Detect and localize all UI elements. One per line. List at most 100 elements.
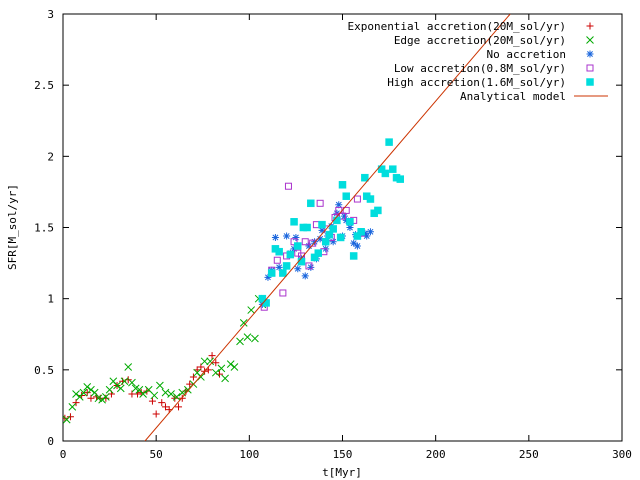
- data-point: [305, 242, 313, 250]
- star-mark: [586, 50, 594, 58]
- filled-square-mark: [267, 269, 276, 277]
- legend-label: No accretion: [487, 48, 566, 61]
- open-square-mark: [586, 64, 594, 72]
- data-point: [311, 238, 319, 246]
- data-point: [197, 373, 205, 381]
- star-mark: [305, 242, 313, 250]
- data-point: [333, 216, 341, 225]
- plus-mark: [175, 403, 183, 411]
- open-square-mark: [273, 256, 281, 264]
- filled-square-mark: [342, 192, 350, 200]
- data-point: [124, 363, 133, 371]
- data-point: [353, 195, 361, 203]
- cross-mark: [63, 415, 71, 424]
- cross-mark: [116, 384, 125, 393]
- filled-square-mark: [336, 233, 345, 242]
- filled-square-mark: [381, 169, 390, 178]
- data-point: [290, 218, 298, 226]
- legend-item: Edge accretion(20M_sol/yr): [394, 34, 594, 47]
- open-square-mark: [305, 262, 313, 270]
- cross-mark: [150, 391, 159, 400]
- y-tick-label: 0.5: [34, 364, 54, 377]
- cross-mark: [226, 360, 235, 368]
- data-point: [189, 373, 197, 381]
- data-point: [116, 384, 125, 393]
- cross-mark: [87, 385, 95, 394]
- cross-mark: [172, 393, 181, 401]
- legend-label: High accretion(1.6M_sol/yr): [387, 76, 566, 89]
- plus-mark: [161, 403, 169, 411]
- y-tick-label: 2.5: [34, 79, 54, 92]
- data-point: [303, 223, 311, 232]
- plus-mark: [152, 410, 160, 418]
- data-point: [226, 360, 235, 368]
- data-point: [172, 393, 181, 401]
- plus-mark: [197, 363, 205, 371]
- x-tick-label: 0: [60, 448, 67, 461]
- data-point: [197, 363, 205, 371]
- cross-mark: [72, 390, 80, 398]
- cross-mark: [211, 368, 220, 377]
- data-point: [267, 269, 276, 277]
- filled-square-mark: [282, 262, 291, 270]
- filled-square-mark: [338, 181, 347, 189]
- data-point: [346, 218, 354, 226]
- star-mark: [283, 232, 291, 240]
- data-point: [152, 410, 160, 418]
- filled-square-mark: [361, 173, 369, 182]
- y-tick-label: 3: [47, 8, 54, 21]
- legend-marker: [586, 64, 594, 72]
- data-point: [200, 357, 209, 366]
- plus-mark: [586, 22, 594, 30]
- data-point: [318, 226, 326, 234]
- x-tick-label: 300: [612, 448, 632, 461]
- cross-mark: [90, 388, 99, 397]
- data-point: [321, 237, 330, 246]
- plus-mark: [83, 389, 91, 397]
- star-mark: [353, 242, 361, 250]
- cross-mark: [197, 373, 205, 381]
- star-mark: [363, 232, 371, 240]
- cross-mark: [586, 36, 594, 44]
- plus-mark: [189, 373, 197, 381]
- data-point: [342, 206, 350, 214]
- data-point: [336, 233, 345, 242]
- open-square-mark: [339, 212, 346, 220]
- star-mark: [311, 238, 319, 246]
- legend-item: No accretion: [487, 48, 594, 61]
- filled-square-mark: [329, 225, 337, 233]
- data-point: [275, 263, 283, 271]
- star-mark: [294, 265, 302, 273]
- data-point: [305, 262, 313, 270]
- data-point: [314, 249, 323, 257]
- data-point: [350, 239, 358, 247]
- cross-mark: [230, 363, 239, 371]
- filled-square-mark: [396, 175, 405, 183]
- filled-square-mark: [357, 228, 365, 236]
- filled-square-mark: [279, 269, 287, 277]
- data-point: [307, 263, 315, 271]
- plus-mark: [158, 399, 166, 407]
- plus-mark: [178, 394, 186, 402]
- star-mark: [275, 263, 283, 271]
- data-point: [83, 389, 91, 397]
- data-point: [316, 235, 324, 243]
- data-point: [167, 390, 175, 398]
- data-point: [161, 403, 169, 411]
- data-point: [318, 220, 326, 229]
- filled-square-mark: [349, 252, 358, 260]
- data-point: [212, 359, 220, 367]
- filled-square-mark: [321, 237, 330, 246]
- plus-mark: [66, 413, 74, 421]
- legend-label: Exponential accretion(20M_sol/yr): [347, 20, 566, 33]
- data-point: [79, 388, 88, 397]
- cross-mark: [217, 364, 226, 373]
- star-mark: [346, 224, 354, 231]
- data-point: [329, 225, 337, 233]
- data-point: [342, 192, 350, 200]
- star-mark: [350, 239, 358, 247]
- y-tick-label: 1.5: [34, 222, 54, 235]
- data-point: [381, 169, 390, 178]
- data-point: [87, 394, 95, 402]
- data-point: [102, 393, 110, 401]
